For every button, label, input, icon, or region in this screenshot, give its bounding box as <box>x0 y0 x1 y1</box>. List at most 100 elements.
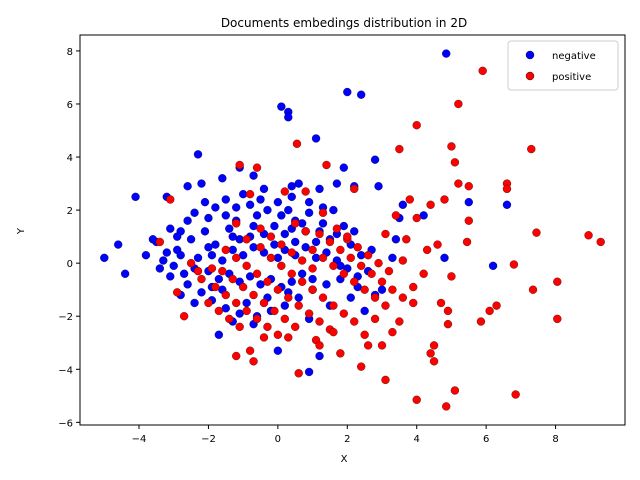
point-positive <box>476 317 486 326</box>
point-negative <box>284 205 293 215</box>
y-tick-label: −6 <box>58 418 73 429</box>
point-negative <box>273 197 283 207</box>
point-positive <box>235 322 244 331</box>
point-positive <box>204 298 213 308</box>
x-axis-ticks: −4 −2 0 2 4 6 8 <box>132 425 559 445</box>
point-negative <box>155 264 164 273</box>
point-negative <box>183 280 192 289</box>
point-positive <box>370 293 380 302</box>
point-positive <box>270 306 279 316</box>
point-positive <box>266 232 276 241</box>
point-positive <box>280 187 289 196</box>
point-negative <box>304 197 314 207</box>
point-positive <box>287 269 296 278</box>
point-negative <box>287 182 296 191</box>
point-positive <box>242 235 251 244</box>
point-positive <box>502 184 512 194</box>
point-negative <box>291 237 300 247</box>
point-negative <box>322 280 331 289</box>
point-positive <box>273 285 283 294</box>
point-negative <box>193 150 203 159</box>
point-positive <box>509 260 519 269</box>
point-positive <box>294 369 303 378</box>
point-positive <box>277 261 286 270</box>
point-negative <box>298 269 307 278</box>
point-positive <box>436 298 446 308</box>
point-positive <box>263 322 272 331</box>
point-positive <box>462 237 472 247</box>
point-positive <box>553 314 562 324</box>
y-tick-label: 4 <box>67 153 73 164</box>
point-positive <box>277 240 286 249</box>
legend-marker-negative <box>525 50 535 60</box>
point-negative <box>183 216 192 225</box>
point-negative <box>186 235 196 244</box>
point-positive <box>442 402 451 411</box>
point-positive <box>409 298 418 308</box>
point-positive <box>370 314 380 324</box>
point-negative <box>249 171 258 180</box>
point-positive <box>329 261 338 270</box>
point-positive <box>259 333 269 342</box>
point-negative <box>242 298 251 308</box>
point-positive <box>155 237 164 247</box>
point-positive <box>381 375 390 385</box>
point-positive <box>412 395 421 404</box>
point-negative <box>221 195 230 204</box>
point-negative <box>211 203 220 212</box>
point-negative <box>245 200 255 209</box>
point-positive <box>426 200 435 209</box>
y-tick-label: −4 <box>58 365 73 376</box>
point-positive <box>298 277 307 286</box>
point-negative <box>502 200 512 209</box>
point-positive <box>325 237 335 247</box>
point-positive <box>228 274 237 284</box>
x-tick-label: 0 <box>275 434 281 445</box>
point-positive <box>252 314 262 324</box>
point-negative <box>329 205 338 215</box>
point-negative <box>204 243 213 252</box>
point-negative <box>442 49 451 58</box>
point-positive <box>336 245 345 255</box>
point-positive <box>318 253 328 263</box>
point-negative <box>315 351 324 361</box>
point-negative <box>259 184 269 194</box>
point-negative <box>197 288 206 297</box>
point-positive <box>232 298 241 308</box>
point-positive <box>384 266 394 276</box>
point-positive <box>454 99 463 109</box>
legend-label-negative: negative <box>552 51 596 62</box>
point-positive <box>256 224 265 233</box>
point-positive <box>440 195 449 204</box>
point-negative <box>120 269 130 278</box>
point-positive <box>350 317 359 326</box>
point-positive <box>308 245 317 255</box>
point-positive <box>259 298 269 308</box>
point-positive <box>511 390 520 399</box>
point-positive <box>218 266 227 276</box>
axes-frame <box>79 34 626 426</box>
point-negative <box>197 179 206 188</box>
point-positive <box>294 301 303 310</box>
point-positive <box>377 277 387 286</box>
point-positive <box>280 314 289 324</box>
point-positive <box>329 327 338 337</box>
x-tick-label: 6 <box>483 434 489 445</box>
point-positive <box>485 306 494 316</box>
point-positive <box>221 245 230 255</box>
point-positive <box>532 228 541 237</box>
point-negative <box>318 219 328 228</box>
point-positive <box>419 269 428 278</box>
point-positive <box>339 269 348 278</box>
point-positive <box>412 121 421 130</box>
point-positive <box>239 282 248 292</box>
point-positive <box>405 195 414 204</box>
x-tick-label: −2 <box>201 434 216 445</box>
point-negative <box>391 235 401 244</box>
point-positive <box>252 269 262 278</box>
point-positive <box>332 224 342 233</box>
point-negative <box>221 211 230 220</box>
point-negative <box>339 163 348 172</box>
x-tick-label: 4 <box>414 434 420 445</box>
point-positive <box>284 293 293 302</box>
